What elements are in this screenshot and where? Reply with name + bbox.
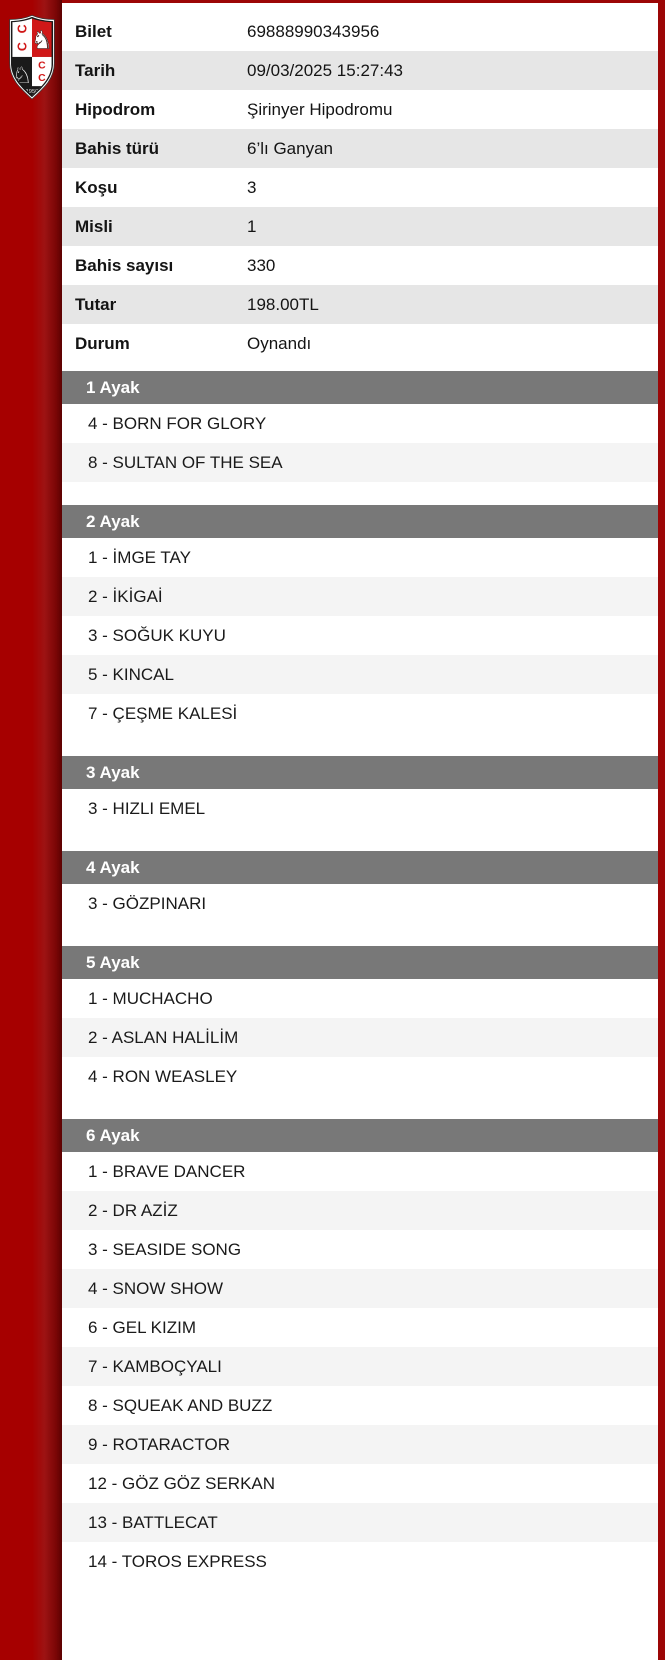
ticket-field-row: Misli 1 — [62, 207, 658, 246]
horse-row: 3 - SEASIDE SONG — [88, 1240, 242, 1259]
horse-row: 9 - ROTARACTOR — [62, 1425, 658, 1464]
horse-row: 1 - MUCHACHO — [88, 989, 213, 1008]
leg-header: 3 Ayak — [62, 756, 658, 789]
leg-rows: 1 - İMGE TAY 2 - İKİGAİ 3 - SOĞUK KUYU 5… — [62, 538, 658, 733]
ticket-field-row: Tutar 198.00TL — [62, 285, 658, 324]
leg-section: 3 Ayak 3 - HIZLI EMEL — [62, 756, 658, 828]
crest-year: 1950 — [26, 89, 39, 95]
field-label: Bahis sayısı — [75, 255, 174, 275]
field-value: 3 — [247, 177, 257, 197]
horse-row: 3 - HIZLI EMEL — [88, 799, 206, 818]
horse-row: 3 - GÖZPINARI — [88, 894, 207, 913]
top-red-border — [0, 0, 665, 3]
leg-rows: 1 - MUCHACHO 2 - ASLAN HALİLİM 4 - RON W… — [62, 979, 658, 1096]
field-label: Durum — [75, 333, 130, 353]
leg-section: 6 Ayak 1 - BRAVE DANCER 2 - DR AZİZ 3 - … — [62, 1119, 658, 1581]
ticket-field-row: Koşu 3 — [62, 168, 658, 207]
leg-rows: 3 - GÖZPINARI — [62, 884, 658, 923]
crest-quadrant-tl — [12, 18, 32, 57]
field-value: Oynandı — [247, 333, 312, 353]
ticket-field-row: Bahis türü 6’lı Ganyan — [62, 129, 658, 168]
ticket-field-row: Hipodrom Şirinyer Hipodromu — [62, 90, 658, 129]
horse-row: 2 - İKİGAİ — [62, 577, 658, 616]
horse-row: 7 - KAMBOÇYALI — [62, 1347, 658, 1386]
legs-list: 1 Ayak 4 - BORN FOR GLORY 8 - SULTAN OF … — [62, 371, 658, 1581]
horse-row: 2 - ASLAN HALİLİM — [62, 1018, 658, 1057]
horse-row: 1 - İMGE TAY — [88, 548, 191, 567]
horse-row: 8 - SULTAN OF THE SEA — [62, 443, 658, 482]
field-label: Tarih — [75, 60, 116, 80]
field-value: 6’lı Ganyan — [247, 138, 333, 158]
leg-header: 6 Ayak — [62, 1119, 658, 1152]
horse-row: 12 - GÖZ GÖZ SERKAN — [88, 1474, 276, 1493]
horse-row: 7 - ÇEŞME KALESİ — [88, 704, 238, 723]
leg-section: 4 Ayak 3 - GÖZPINARI — [62, 851, 658, 923]
right-red-border — [658, 0, 665, 1660]
horse-row: 13 - BATTLECAT — [62, 1503, 658, 1542]
field-value: Şirinyer Hipodromu — [247, 99, 393, 119]
crest-letter-c: C — [15, 24, 29, 33]
field-label: Bahis türü — [75, 138, 160, 158]
crest-quadrant-tr — [32, 18, 52, 57]
crest-letter-c: C — [15, 42, 29, 51]
horse-row: 4 - SNOW SHOW — [62, 1269, 658, 1308]
ticket-info-table: Bilet 69888990343956 Tarih 09/03/2025 15… — [62, 3, 658, 363]
leg-section: 2 Ayak 1 - İMGE TAY 2 - İKİGAİ 3 - SOĞUK… — [62, 505, 658, 733]
left-red-band: C C ♞ ♘ C C 1950 — [0, 0, 62, 1660]
jockey-club-crest-icon: C C ♞ ♘ C C 1950 — [9, 14, 55, 100]
horse-head-icon: ♞ — [31, 26, 53, 55]
field-value: 69888990343956 — [247, 21, 380, 41]
horse-row: 5 - KINCAL — [62, 655, 658, 694]
field-value: 330 — [247, 255, 276, 275]
leg-header: 2 Ayak — [62, 505, 658, 538]
horse-row: 4 - RON WEASLEY — [88, 1067, 238, 1086]
ticket-field-row: Durum Oynandı — [62, 324, 658, 363]
leg-header: 4 Ayak — [62, 851, 658, 884]
field-label: Hipodrom — [75, 99, 156, 119]
leg-section: 5 Ayak 1 - MUCHACHO 2 - ASLAN HALİLİM 4 … — [62, 946, 658, 1096]
leg-rows: 4 - BORN FOR GLORY 8 - SULTAN OF THE SEA — [62, 404, 658, 482]
horse-row: 4 - BORN FOR GLORY — [88, 414, 267, 433]
ticket-field-row: Bahis sayısı 330 — [62, 246, 658, 285]
field-label: Tutar — [75, 294, 117, 314]
horse-row: 14 - TOROS EXPRESS — [88, 1552, 267, 1571]
leg-header: 5 Ayak — [62, 946, 658, 979]
horse-row: 8 - SQUEAK AND BUZZ — [88, 1396, 273, 1415]
field-label: Koşu — [75, 177, 118, 197]
field-value: 198.00TL — [247, 294, 319, 314]
ticket-field-row: Bilet 69888990343956 — [62, 12, 658, 51]
field-label: Misli — [75, 216, 113, 236]
horse-row: 1 - BRAVE DANCER — [88, 1162, 246, 1181]
field-value: 1 — [247, 216, 257, 236]
field-label: Bilet — [75, 21, 112, 41]
field-value: 09/03/2025 15:27:43 — [247, 60, 403, 80]
horse-row: 6 - GEL KIZIM — [88, 1318, 197, 1337]
leg-rows: 3 - HIZLI EMEL — [62, 789, 658, 828]
crest-letter-c: C — [38, 60, 46, 71]
leg-header: 1 Ayak — [62, 371, 658, 404]
leg-section: 1 Ayak 4 - BORN FOR GLORY 8 - SULTAN OF … — [62, 371, 658, 482]
leg-rows: 1 - BRAVE DANCER 2 - DR AZİZ 3 - SEASIDE… — [62, 1152, 658, 1581]
horse-row: 3 - SOĞUK KUYU — [88, 626, 226, 645]
ticket-field-row: Tarih 09/03/2025 15:27:43 — [62, 51, 658, 90]
ticket-content: Bilet 69888990343956 Tarih 09/03/2025 15… — [62, 3, 658, 1581]
horse-row: 2 - DR AZİZ — [62, 1191, 658, 1230]
crest-letter-c: C — [38, 73, 46, 84]
